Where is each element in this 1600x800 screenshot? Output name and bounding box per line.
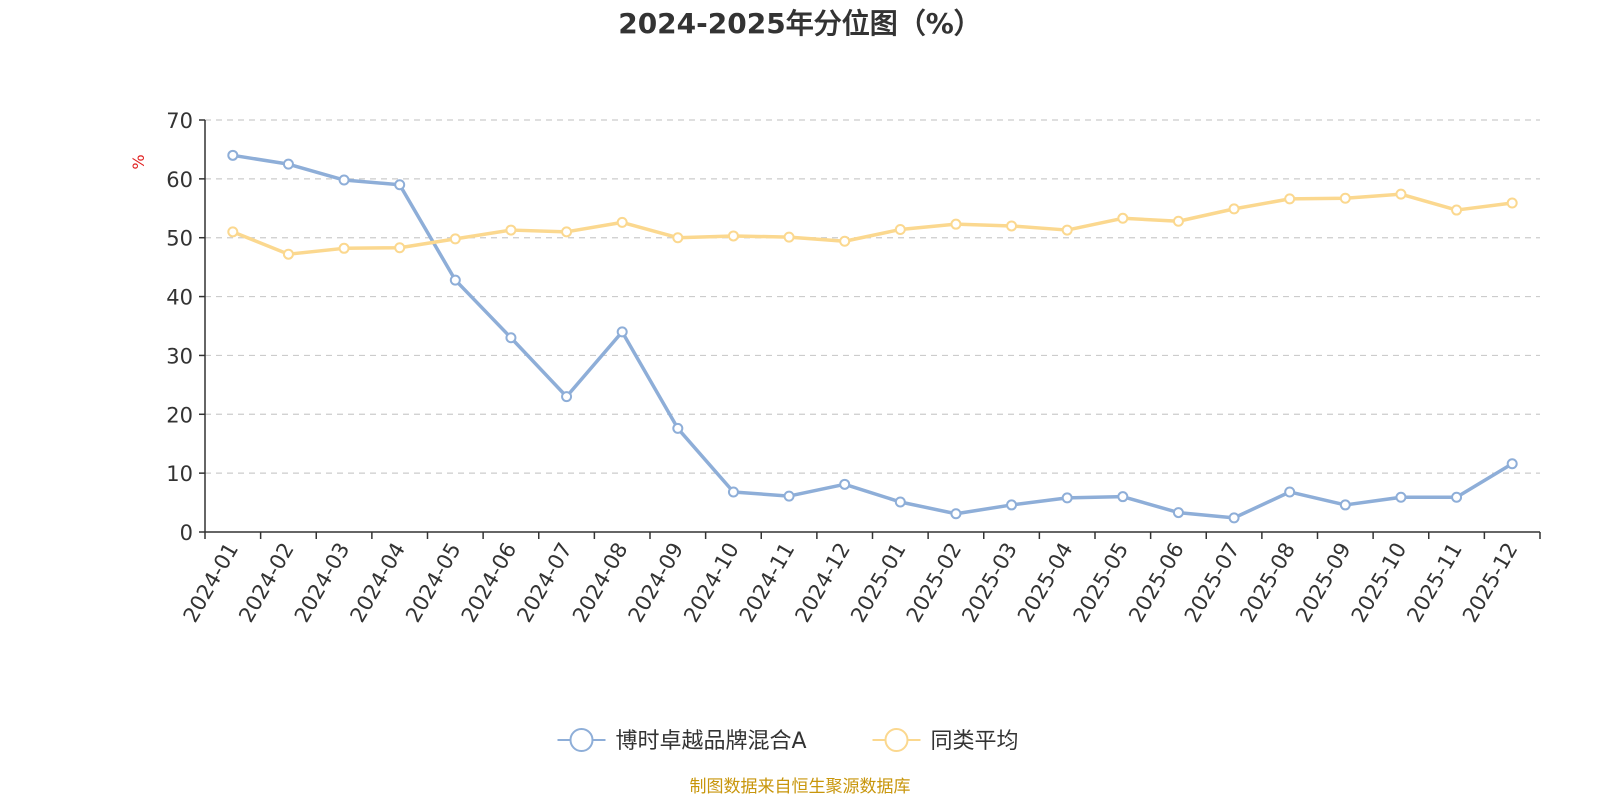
data-point[interactable]: [1117, 491, 1129, 503]
x-tick-label: 2025-05: [1068, 539, 1133, 627]
data-point[interactable]: [1506, 197, 1518, 209]
y-axis-unit-label: %: [129, 154, 148, 169]
data-point[interactable]: [1117, 212, 1129, 224]
legend-label: 同类平均: [931, 729, 1019, 754]
data-point[interactable]: [227, 226, 239, 238]
x-tick-label: 2024-01: [178, 539, 243, 627]
data-point[interactable]: [1061, 224, 1073, 236]
x-tick-label: 2024-03: [290, 539, 355, 627]
data-point[interactable]: [950, 218, 962, 230]
data-point[interactable]: [783, 490, 795, 502]
series-2: [227, 188, 1518, 260]
data-point[interactable]: [839, 478, 851, 490]
x-tick-label: 2024-11: [735, 539, 800, 627]
y-tick-label: 10: [166, 462, 193, 486]
data-point[interactable]: [1006, 220, 1018, 232]
data-point[interactable]: [894, 496, 906, 508]
data-point[interactable]: [449, 274, 461, 286]
grid-lines: [205, 119, 1540, 474]
data-point[interactable]: [338, 242, 350, 254]
data-point[interactable]: [783, 231, 795, 243]
legend-item-2[interactable]: 同类平均: [872, 728, 1019, 754]
data-point[interactable]: [1339, 192, 1351, 204]
legend-marker-icon: [569, 728, 594, 752]
y-tick-label: 40: [166, 286, 193, 310]
legend-label: 博时卓越品牌混合A: [616, 729, 807, 754]
x-tick-label: 2024-09: [623, 539, 688, 627]
data-source-note: 制图数据来自恒生聚源数据库: [690, 777, 911, 797]
x-tick-label: 2025-07: [1180, 539, 1245, 627]
x-tick-label: 2024-12: [790, 539, 855, 627]
data-point[interactable]: [505, 332, 517, 344]
data-point[interactable]: [1284, 193, 1296, 205]
data-point[interactable]: [672, 422, 684, 434]
data-point[interactable]: [561, 391, 573, 403]
data-point[interactable]: [727, 230, 739, 242]
data-point[interactable]: [894, 223, 906, 235]
series-line: [231, 153, 1514, 520]
data-point[interactable]: [1506, 458, 1518, 470]
x-tick-label: 2024-05: [401, 539, 466, 627]
data-point[interactable]: [394, 179, 406, 191]
data-point[interactable]: [1284, 486, 1296, 498]
data-point[interactable]: [616, 216, 628, 228]
data-point[interactable]: [1006, 499, 1018, 511]
data-point[interactable]: [1451, 491, 1463, 503]
data-point[interactable]: [449, 233, 461, 245]
data-point[interactable]: [561, 226, 573, 238]
data-point[interactable]: [394, 242, 406, 254]
data-point[interactable]: [839, 235, 851, 247]
y-tick-label: 30: [166, 344, 193, 368]
x-tick-label: 2025-04: [1013, 539, 1078, 627]
x-tick-label: 2025-10: [1347, 539, 1412, 627]
series-layer: [227, 149, 1518, 524]
x-tick-label: 2024-06: [457, 539, 522, 627]
data-point[interactable]: [1228, 512, 1240, 524]
x-tick-label: 2024-02: [234, 539, 299, 627]
x-tick-label: 2025-11: [1402, 539, 1467, 627]
data-point[interactable]: [1061, 492, 1073, 504]
y-tick-label: 0: [180, 521, 193, 545]
data-point[interactable]: [505, 224, 517, 236]
data-point[interactable]: [672, 232, 684, 244]
data-point[interactable]: [1339, 499, 1351, 511]
data-point[interactable]: [1172, 507, 1184, 519]
data-point[interactable]: [1451, 204, 1463, 216]
x-tick-label: 2024-04: [345, 539, 410, 627]
data-point[interactable]: [1395, 491, 1407, 503]
x-tick-label: 2025-01: [846, 539, 911, 627]
data-point[interactable]: [727, 486, 739, 498]
data-point[interactable]: [950, 508, 962, 520]
data-point[interactable]: [282, 158, 294, 170]
data-point[interactable]: [1228, 203, 1240, 215]
series-line: [231, 192, 1514, 256]
x-tick-label: 2024-10: [679, 539, 744, 627]
data-point[interactable]: [1395, 188, 1407, 200]
data-point[interactable]: [616, 326, 628, 338]
legend-marker-icon: [884, 728, 909, 752]
x-tick-label: 2025-09: [1291, 539, 1356, 627]
data-point[interactable]: [282, 248, 294, 260]
legend-item-1[interactable]: 博时卓越品牌混合A: [557, 728, 807, 754]
x-tick-label: 2025-03: [957, 539, 1022, 627]
data-point[interactable]: [1172, 215, 1184, 227]
legend: 博时卓越品牌混合A 同类平均: [557, 728, 1019, 754]
y-tick-label: 70: [166, 109, 193, 133]
data-point[interactable]: [227, 149, 239, 161]
x-tick-label: 2025-02: [902, 539, 967, 627]
y-tick-label: 60: [166, 168, 193, 192]
x-tick-label: 2025-06: [1124, 539, 1189, 627]
y-tick-label: 20: [166, 403, 193, 427]
x-tick-label: 2025-08: [1235, 539, 1300, 627]
x-tick-label: 2025-12: [1458, 539, 1523, 627]
series-1: [227, 149, 1518, 524]
axes: 0102030405060702024-012024-022024-032024…: [166, 109, 1541, 627]
data-point[interactable]: [338, 174, 350, 186]
chart-title: 2024-2025年分位图（%）: [618, 7, 982, 40]
x-tick-label: 2024-07: [512, 539, 577, 627]
y-tick-label: 50: [166, 227, 193, 251]
x-tick-label: 2024-08: [568, 539, 633, 627]
